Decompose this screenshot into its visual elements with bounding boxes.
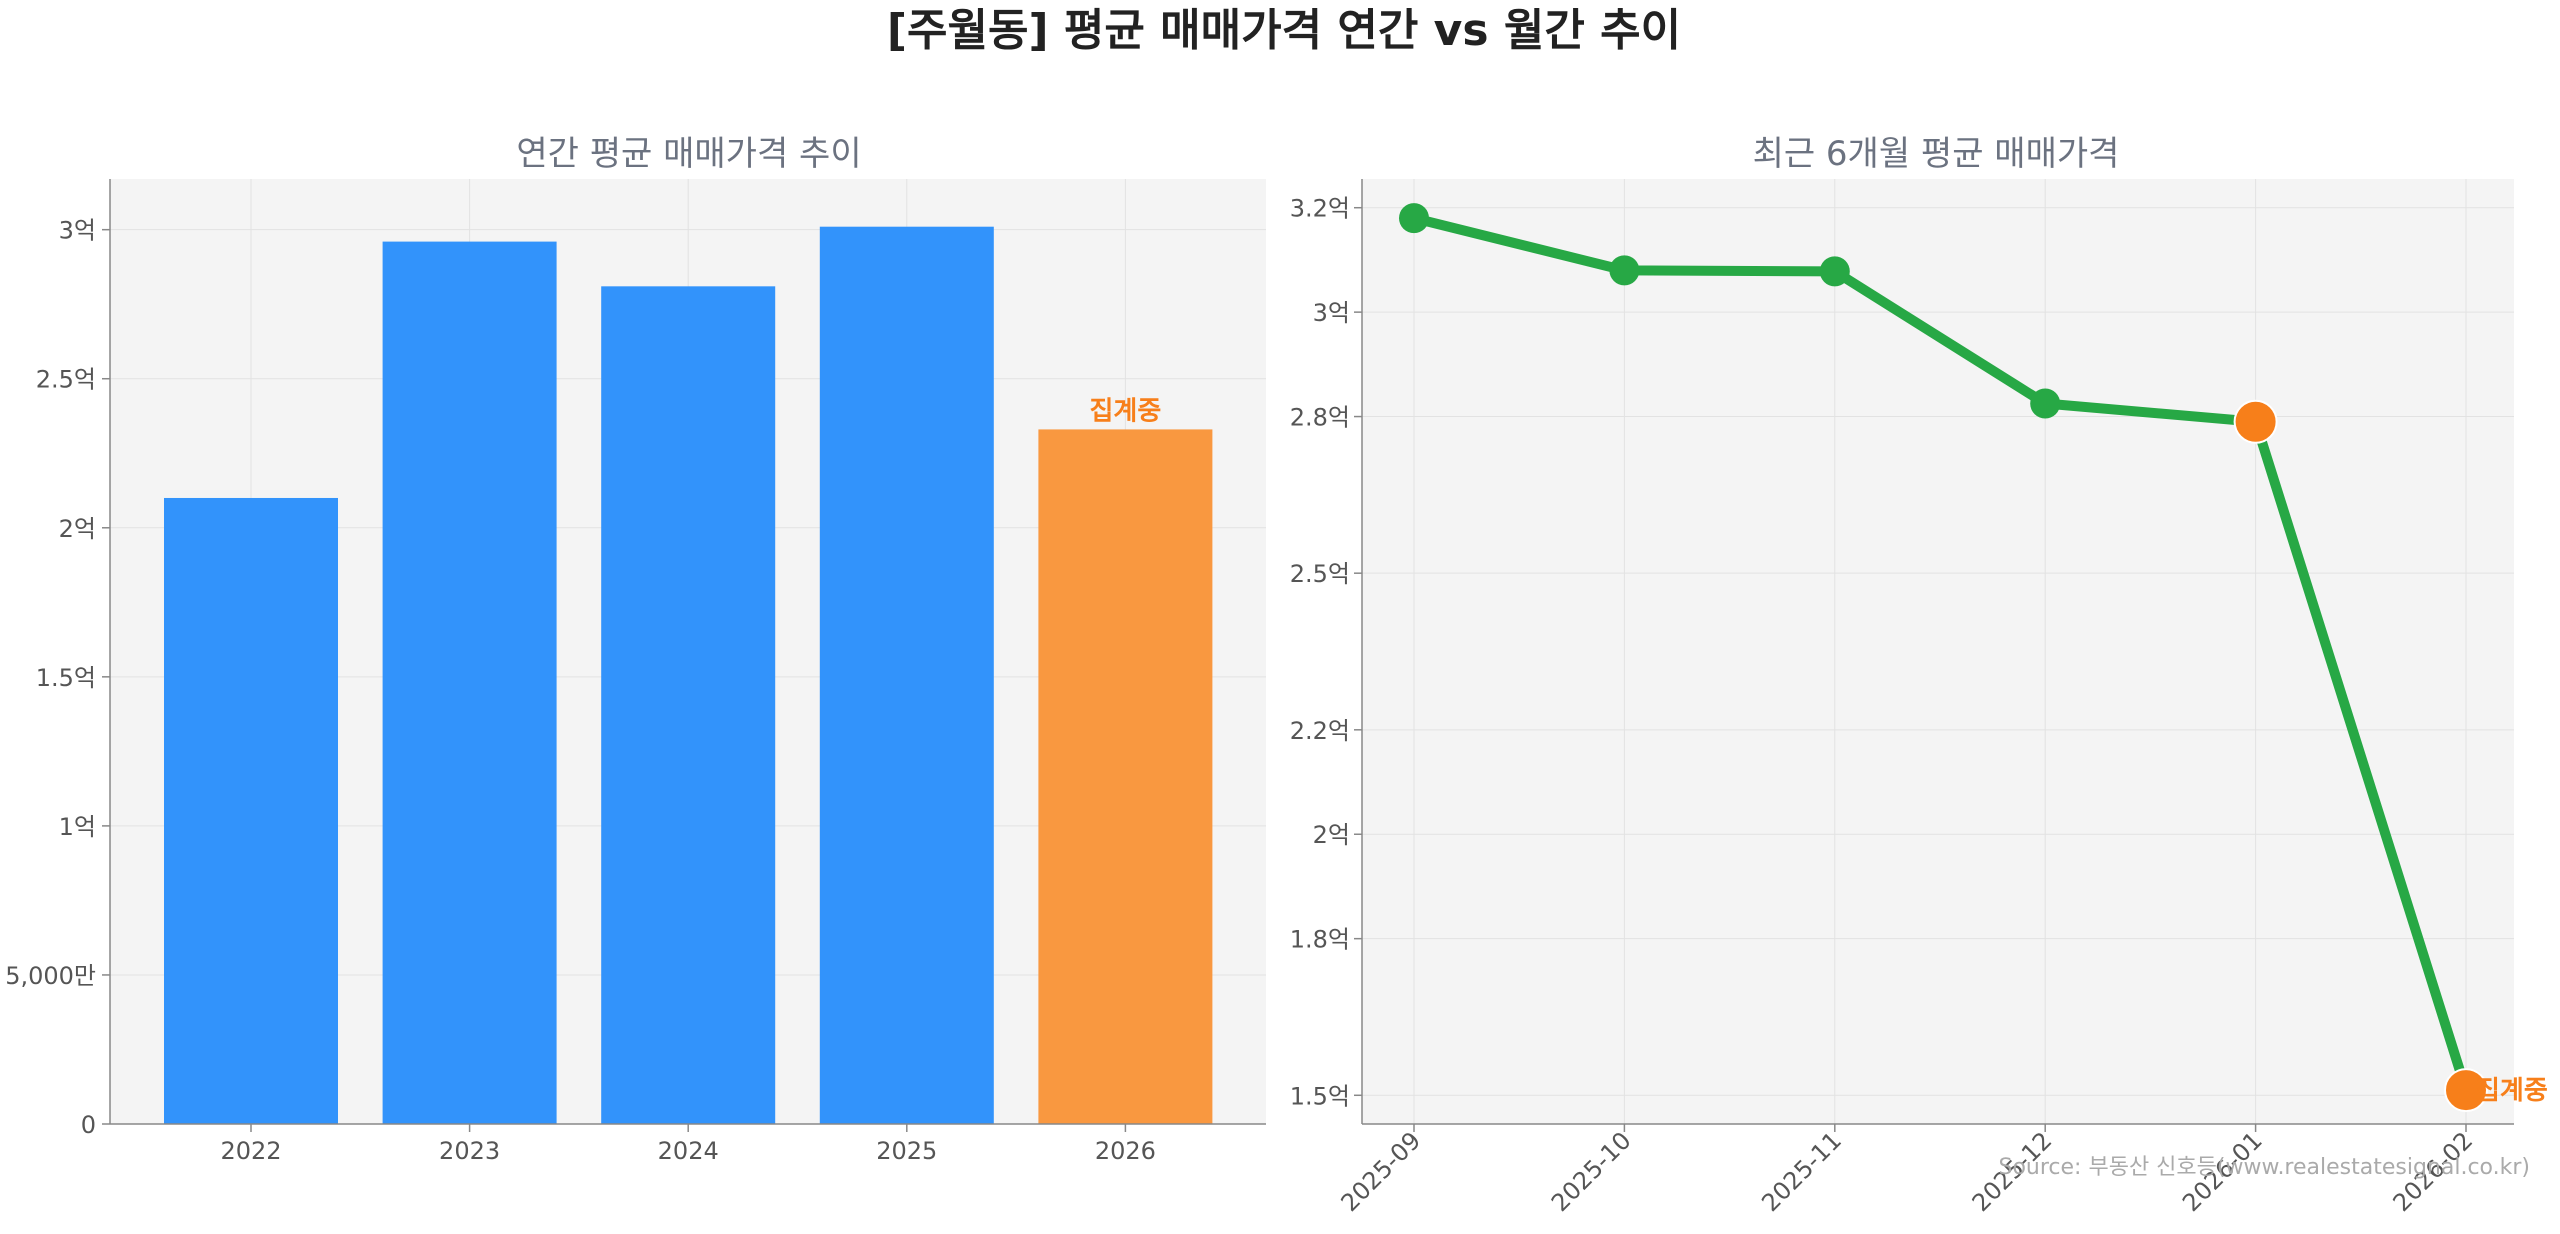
- annual-in-progress-label: 집계중: [1090, 396, 1162, 426]
- annual-bars: [164, 226, 1213, 1125]
- source-note: Source: 부동산 신호등(www.realestatesignal.co.…: [1999, 1155, 2531, 1180]
- point-2025-09: [1399, 203, 1429, 234]
- monthly-in-progress-label: 집계중: [2476, 1076, 2548, 1106]
- point-2025-10: [1609, 255, 1640, 286]
- x-tick-label: 2025-10: [1546, 1126, 1637, 1217]
- monthly-chart-title: 최근 6개월 평균 매매가격: [1753, 134, 2120, 174]
- x-tick-label: 2025: [876, 1137, 937, 1165]
- y-tick-label: 0: [81, 1111, 96, 1139]
- annual-x-axis: 2022 2023 2024 2025 2026: [220, 1124, 1156, 1165]
- x-tick-label: 2026: [1095, 1137, 1156, 1165]
- y-tick-label: 3억: [1313, 299, 1350, 327]
- annual-bar-chart: 연간 평균 매매가격 추이 0 5,000만 1억 1.5억 2억 2.5억 3억 2022…: [5, 134, 1266, 1165]
- x-tick-label: 2025-09: [1336, 1126, 1427, 1217]
- x-tick-label: 2025-11: [1756, 1126, 1847, 1217]
- x-tick-label: 2022: [220, 1137, 281, 1165]
- point-2025-11: [1819, 256, 1850, 287]
- y-tick-label: 1.5억: [36, 664, 96, 692]
- y-tick-label: 1억: [59, 813, 96, 841]
- bar-2024: [601, 286, 776, 1124]
- figure-title: [주월동] 평균 매매가격 연간 vs 월간 추이: [887, 5, 1681, 56]
- y-tick-label: 2억: [59, 515, 96, 543]
- y-tick-label: 1.5억: [1290, 1082, 1350, 1110]
- monthly-series: [1399, 203, 2488, 1113]
- x-tick-label: 2023: [439, 1137, 500, 1165]
- monthly-y-axis: 1.5억 1.8억 2억 2.2억 2.5억 2.8억 3억 3.2억: [1290, 195, 1362, 1110]
- annual-chart-title: 연간 평균 매매가격 추이: [516, 134, 861, 174]
- point-2025-12: [2030, 388, 2061, 419]
- monthly-plot-area: [1362, 179, 2514, 1124]
- y-tick-label: 1.8억: [1290, 926, 1350, 954]
- bar-2026: [1038, 429, 1213, 1124]
- bar-2023: [382, 241, 557, 1124]
- series-line: [1409, 213, 2471, 1096]
- monthly-line-chart: 최근 6개월 평균 매매가격 1.5억 1.8억 2억 2.2억 2.5억 2.8억 3억 3…: [1290, 134, 2548, 1217]
- y-tick-label: 3억: [59, 217, 96, 245]
- y-tick-label: 2.5억: [1290, 560, 1350, 588]
- y-tick-label: 2.8억: [1290, 404, 1350, 432]
- monthly-gridlines: [1362, 179, 2514, 1124]
- y-tick-label: 2억: [1313, 821, 1350, 849]
- annual-y-axis: 0 5,000만 1억 1.5억 2억 2.5억 3억: [5, 217, 110, 1139]
- bar-2022: [164, 497, 338, 1125]
- point-2026-02: [2444, 1068, 2488, 1113]
- y-tick-label: 2.2억: [1290, 717, 1350, 745]
- bar-2025: [819, 226, 994, 1125]
- y-tick-label: 2.5억: [36, 366, 96, 394]
- point-2026-01: [2233, 399, 2278, 444]
- y-tick-label: 5,000만: [5, 962, 96, 990]
- x-tick-label: 2024: [658, 1137, 719, 1165]
- y-tick-label: 3.2억: [1290, 195, 1350, 223]
